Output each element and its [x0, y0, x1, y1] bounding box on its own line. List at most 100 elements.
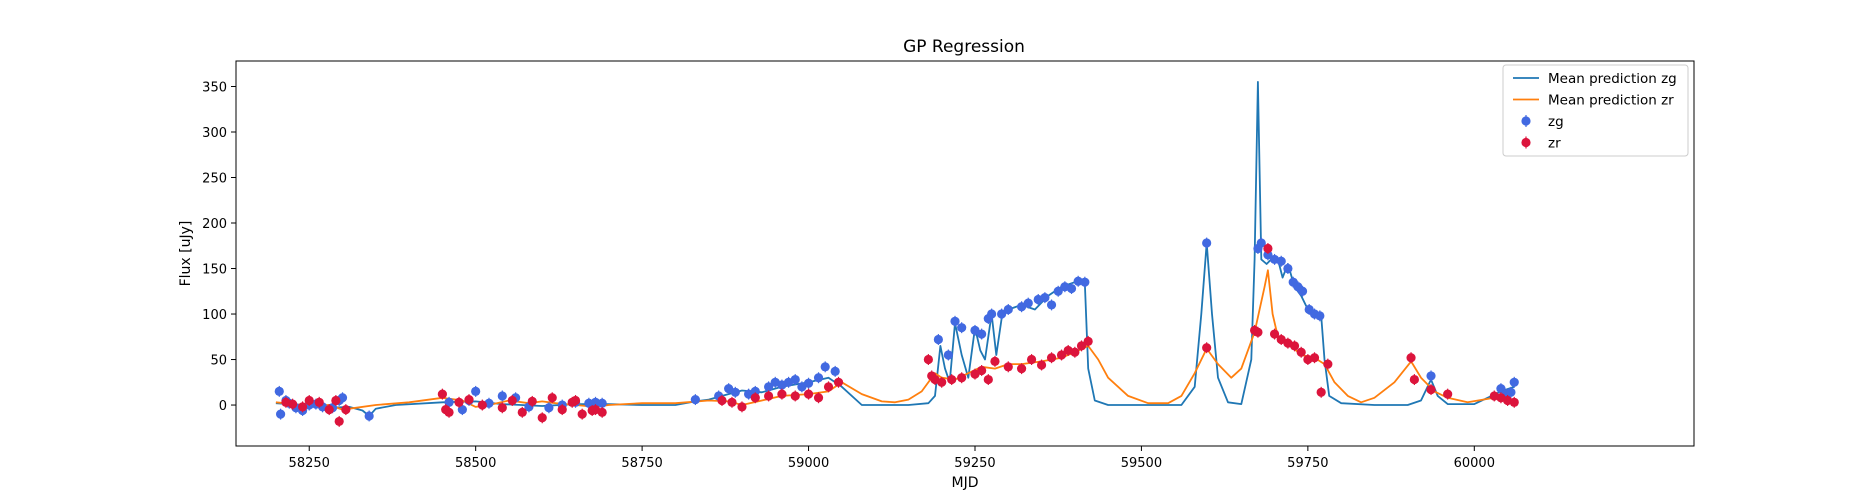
data-point — [444, 397, 454, 407]
data-point — [997, 309, 1007, 319]
data-point — [730, 387, 740, 397]
data-point — [597, 398, 607, 408]
data-point — [750, 393, 760, 403]
data-point — [1269, 329, 1280, 339]
data-point — [1323, 359, 1333, 369]
data-point — [1070, 347, 1080, 357]
data-point — [990, 356, 1000, 366]
data-point — [477, 400, 487, 410]
data-point — [287, 399, 298, 409]
legend-label: Mean prediction zg — [1548, 71, 1677, 87]
y-tick-label: 250 — [202, 172, 227, 187]
data-point — [1309, 353, 1320, 363]
data-point — [777, 389, 787, 399]
data-point — [497, 403, 507, 413]
data-point — [537, 413, 547, 423]
data-point — [1023, 298, 1033, 308]
data-point — [1406, 353, 1416, 363]
data-point — [454, 397, 464, 407]
data-point — [987, 309, 997, 319]
data-point — [444, 407, 454, 417]
data-point — [1046, 300, 1057, 310]
y-tick-label: 100 — [202, 308, 227, 323]
y-tick-label: 0 — [219, 399, 227, 414]
data-point — [1426, 384, 1436, 395]
data-point — [1256, 238, 1266, 248]
plot-frame — [235, 60, 1695, 447]
data-point — [833, 377, 844, 387]
legend-label: zg — [1548, 114, 1564, 130]
data-point — [923, 354, 933, 365]
x-tick-label: 59750 — [1287, 456, 1328, 471]
data-point — [1296, 347, 1306, 357]
data-point — [464, 394, 474, 405]
data-point — [690, 394, 700, 405]
legend-label: zr — [1548, 136, 1561, 152]
series-zg-points — [274, 237, 1519, 422]
data-point — [933, 334, 943, 345]
data-point — [527, 396, 537, 407]
x-tick-label: 60000 — [1454, 456, 1495, 471]
data-point — [1026, 354, 1037, 365]
data-point — [304, 395, 314, 406]
data-point — [437, 389, 447, 399]
legend-label: Mean prediction zr — [1548, 93, 1674, 109]
data-point — [813, 373, 824, 383]
y-tick-label: 350 — [202, 80, 227, 95]
data-point — [764, 382, 774, 392]
data-point — [1066, 283, 1077, 294]
y-tick-label: 300 — [202, 126, 227, 141]
data-point — [790, 391, 800, 401]
x-tick-label: 58250 — [289, 456, 330, 471]
data-point — [813, 393, 824, 403]
data-point — [937, 377, 947, 387]
data-point — [1056, 350, 1067, 360]
data-point — [364, 411, 374, 421]
data-point — [1316, 387, 1326, 397]
data-point — [1426, 371, 1436, 381]
data-point — [977, 329, 987, 339]
data-point — [1053, 286, 1063, 296]
data-point — [1509, 397, 1519, 407]
data-point — [717, 395, 727, 406]
data-point — [950, 316, 960, 326]
data-point — [947, 374, 957, 385]
data-point — [957, 323, 967, 333]
data-point — [943, 350, 953, 360]
y-tick-label: 200 — [202, 217, 227, 232]
data-point — [276, 409, 286, 419]
data-point — [790, 374, 800, 385]
data-point — [1046, 353, 1057, 363]
data-point — [570, 395, 581, 406]
data-point — [544, 403, 554, 413]
data-point — [577, 409, 587, 419]
data-point — [727, 397, 737, 407]
data-point — [1443, 389, 1453, 399]
data-point — [324, 404, 334, 415]
data-point — [830, 366, 840, 376]
data-point — [1506, 387, 1516, 397]
data-point — [823, 382, 834, 392]
x-axis-label: MJD — [952, 475, 979, 491]
data-point — [977, 365, 987, 376]
data-point — [983, 374, 993, 385]
data-point — [1040, 293, 1050, 303]
data-point — [1263, 250, 1273, 260]
data-point — [1253, 327, 1263, 337]
data-point — [1003, 362, 1013, 372]
data-point — [1297, 286, 1308, 296]
data-point — [1016, 364, 1027, 374]
observation-points — [274, 237, 1519, 427]
data-point — [737, 402, 747, 412]
data-point — [1036, 360, 1047, 370]
data-point — [297, 402, 308, 412]
data-point — [750, 386, 760, 396]
data-point — [764, 391, 774, 401]
legend-marker-swatch — [1521, 116, 1531, 126]
data-point — [1315, 311, 1325, 321]
data-point — [557, 404, 567, 415]
data-point — [957, 373, 967, 383]
data-point — [820, 362, 830, 372]
x-tick-label: 59250 — [954, 456, 995, 471]
